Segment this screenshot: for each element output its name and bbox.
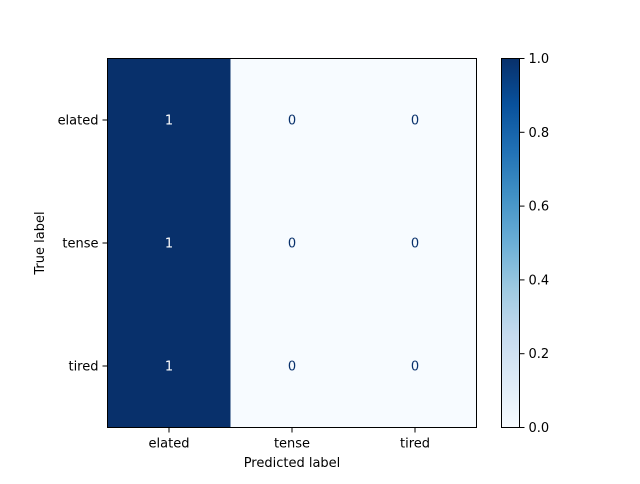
x-axis-label: Predicted label xyxy=(244,456,341,471)
cell-value-label: 0 xyxy=(411,237,419,252)
colorbar-tick-label: 0.2 xyxy=(529,347,550,362)
heatmap-cell xyxy=(353,304,477,428)
colorbar-tick-label: 1.0 xyxy=(529,52,550,67)
colorbar-tick-label: 0.8 xyxy=(529,126,550,141)
x-tick-label: elated xyxy=(149,437,190,452)
heatmap-cell xyxy=(107,58,231,182)
cell-value-label: 1 xyxy=(165,360,173,375)
y-tick-label: tense xyxy=(62,237,98,252)
heatmap-cell xyxy=(107,181,231,305)
y-axis-label: True label xyxy=(33,211,48,275)
y-tick-label: elated xyxy=(58,114,99,129)
x-tick-label: tired xyxy=(400,437,430,452)
colorbar: 0.0 0.2 0.4 0.6 0.8 1.0 xyxy=(501,52,550,436)
heatmap-cell xyxy=(107,304,231,428)
colorbar-tick-label: 0.6 xyxy=(529,200,550,215)
x-axis: elated tense tired xyxy=(149,427,430,452)
heatmap-cell xyxy=(230,58,354,182)
cell-value-label: 0 xyxy=(288,114,296,129)
heatmap-cell-labels: 1 0 0 1 0 0 1 0 0 xyxy=(165,114,419,375)
y-tick-label: tired xyxy=(68,360,98,375)
x-tick-label: tense xyxy=(274,437,310,452)
cell-value-label: 0 xyxy=(411,114,419,129)
heatmap-cell xyxy=(353,58,477,182)
heatmap-cell xyxy=(230,304,354,428)
heatmap-cell xyxy=(353,181,477,305)
heatmap-cell xyxy=(230,181,354,305)
cell-value-label: 1 xyxy=(165,237,173,252)
colorbar-ticks: 0.0 0.2 0.4 0.6 0.8 1.0 xyxy=(519,52,550,436)
cell-value-label: 0 xyxy=(288,360,296,375)
y-axis: elated tense tired xyxy=(58,114,108,375)
colorbar-tick-label: 0.0 xyxy=(529,421,550,436)
cell-value-label: 1 xyxy=(165,114,173,129)
cell-value-label: 0 xyxy=(411,360,419,375)
colorbar-gradient xyxy=(501,58,520,428)
cell-value-label: 0 xyxy=(288,237,296,252)
heatmap-cells xyxy=(107,58,477,428)
colorbar-tick-label: 0.4 xyxy=(529,273,550,288)
